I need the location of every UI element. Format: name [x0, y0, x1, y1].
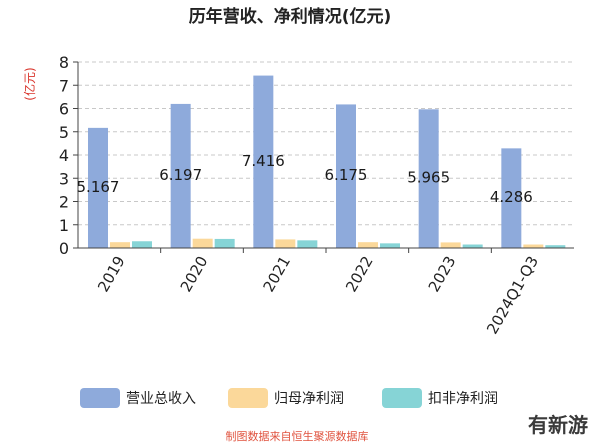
- bar-net-profit: [110, 242, 130, 248]
- bar-revenue: [501, 148, 522, 248]
- bar-net-profit: [523, 244, 544, 248]
- y-axis-label: (亿元): [22, 67, 37, 100]
- y-tick-label: 7: [59, 76, 69, 95]
- legend-label: 扣非净利润: [428, 391, 498, 407]
- x-tick-label: 2022: [342, 253, 377, 295]
- bar-net-profit: [358, 242, 378, 248]
- bar-deducted-net-profit: [132, 241, 152, 248]
- bar-value-label: 5.167: [77, 178, 120, 196]
- bar-deducted-net-profit: [214, 238, 235, 248]
- legend: 营业总收入 归母净利润 扣非净利润: [80, 388, 498, 408]
- legend-swatch: [228, 388, 268, 408]
- bars: [88, 75, 566, 249]
- bar-revenue: [253, 75, 274, 248]
- bar-net-profit: [440, 242, 461, 248]
- x-tick-label: 2019: [94, 253, 129, 295]
- bar-deducted-net-profit: [462, 244, 483, 248]
- bar-revenue: [336, 104, 356, 249]
- bar-deducted-net-profit: [380, 243, 400, 248]
- watermark: 有新游: [528, 413, 588, 437]
- legend-label: 归母净利润: [274, 390, 344, 407]
- bar-revenue: [418, 109, 439, 248]
- legend-item[interactable]: 扣非净利润: [382, 388, 498, 408]
- legend-label: 营业总收入: [126, 391, 196, 407]
- bar-value-label: 6.197: [159, 166, 202, 184]
- legend-swatch: [80, 388, 120, 408]
- bar-net-profit: [192, 238, 213, 248]
- x-tick-label: 2020: [177, 253, 212, 295]
- x-tick-label: 2021: [259, 253, 294, 295]
- bar-value-label: 7.416: [242, 152, 285, 170]
- bar-revenue: [170, 103, 191, 249]
- legend-swatch: [382, 388, 422, 408]
- bar-revenue: [88, 127, 108, 248]
- x-tick-label: 2024Q1-Q3: [483, 253, 542, 337]
- bar-value-label: 4.286: [490, 188, 533, 206]
- footer-source: 制图数据来自恒生聚源数据库: [226, 429, 369, 443]
- chart-title: 历年营收、净利情况(亿元): [189, 6, 392, 27]
- y-tick-label: 5: [59, 123, 69, 142]
- legend-item[interactable]: 归母净利润: [228, 388, 344, 408]
- bar-value-label: 6.175: [325, 166, 368, 184]
- legend-item[interactable]: 营业总收入: [80, 388, 196, 408]
- y-tick-label: 4: [59, 146, 69, 165]
- bar-value-label: 5.965: [407, 169, 450, 187]
- bar-deducted-net-profit: [545, 245, 566, 248]
- data-labels: 5.167 6.197 7.416 6.175 5.965 4.286: [77, 152, 533, 206]
- y-tick-label: 6: [59, 100, 69, 119]
- y-tick-label: 1: [59, 216, 69, 235]
- grid: [78, 61, 574, 226]
- x-tick-label: 2023: [425, 253, 460, 295]
- bar-net-profit: [275, 239, 296, 248]
- y-tick-label: 8: [59, 53, 69, 72]
- y-tick-label: 2: [59, 193, 69, 212]
- bar-deducted-net-profit: [297, 240, 318, 248]
- y-tick-label: 3: [59, 169, 69, 188]
- y-tick-label: 0: [59, 239, 69, 258]
